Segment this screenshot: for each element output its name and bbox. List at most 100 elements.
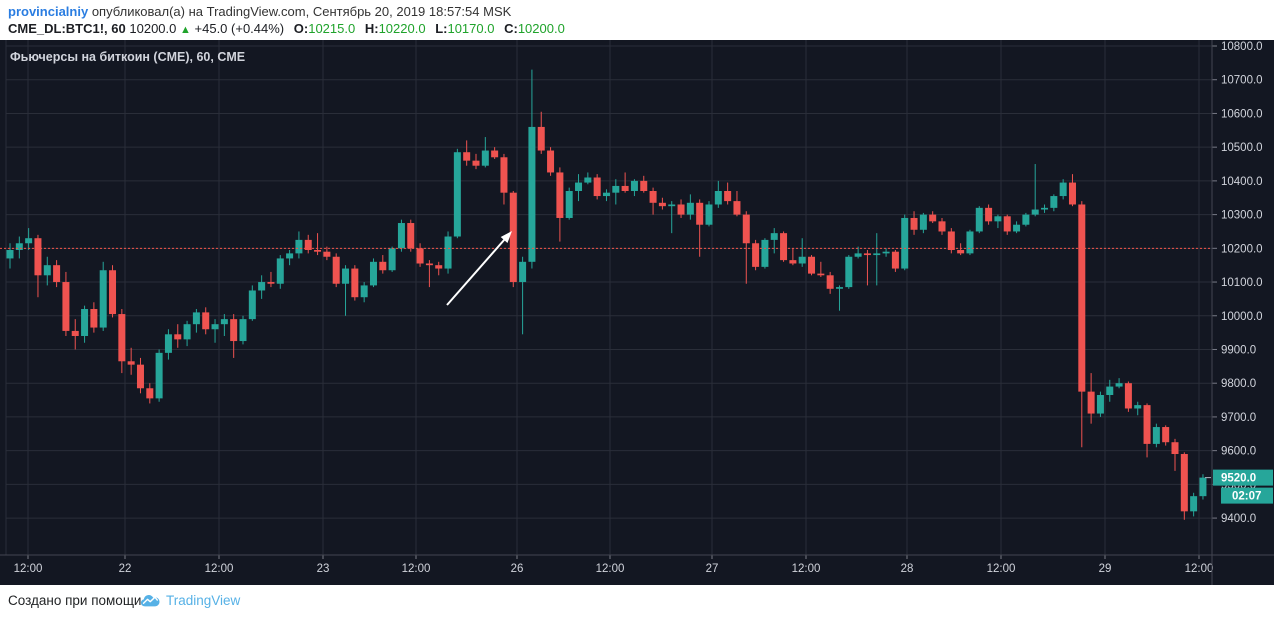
candle-body <box>1180 454 1188 512</box>
arrow-annotation-head <box>500 231 512 243</box>
candle-body <box>565 190 573 218</box>
arrow-annotation-line <box>446 237 507 306</box>
candle-body <box>109 270 117 315</box>
candle-body <box>705 204 713 225</box>
candle-body <box>286 253 294 259</box>
high-label: H: <box>364 21 379 36</box>
tradingview-brand-link[interactable]: TradingView <box>166 593 241 608</box>
candle-body <box>1190 496 1198 512</box>
candle-body <box>53 265 61 283</box>
price-axis-label: 9600.0 <box>1221 446 1256 458</box>
candle-body <box>295 239 303 254</box>
candle-body <box>994 216 1002 222</box>
last-price-value: 10200.0 <box>129 21 177 36</box>
candle-body <box>1022 214 1030 225</box>
candle-body <box>258 282 266 291</box>
created-with-text: Создано при помощи <box>8 593 142 608</box>
candle-body <box>1096 395 1104 414</box>
price-axis-label: 10600.0 <box>1221 108 1263 120</box>
candle-body <box>602 192 610 197</box>
candle-body <box>658 202 666 207</box>
low-value: 10170.0 <box>447 21 495 36</box>
published-text: опубликовал(а) на TradingView.com, Сентя… <box>91 4 512 19</box>
candle-body <box>360 285 368 298</box>
candle-body <box>1068 182 1076 205</box>
candle-body <box>742 214 750 244</box>
countdown-badge <box>1221 487 1273 504</box>
candle-body <box>882 251 890 254</box>
candle-body <box>1152 427 1160 444</box>
candle-body <box>640 180 648 191</box>
candle-body <box>43 265 51 276</box>
candle-body <box>155 352 163 399</box>
price-axis-label: 9400.0 <box>1221 513 1256 525</box>
candle-body <box>15 243 23 251</box>
time-axis-label: 22 <box>119 563 132 575</box>
candlestick-chart[interactable]: 10800.0 10700.0 10600.0 10500.0 10400.0 10300… <box>0 40 1274 585</box>
time-axis-label: 28 <box>901 563 914 575</box>
username-link[interactable]: provincialniy <box>8 4 89 19</box>
price-axis-label: 9700.0 <box>1221 412 1256 424</box>
candle-body <box>985 207 993 222</box>
candle-body <box>220 319 228 325</box>
candle-body <box>34 238 42 276</box>
price-axis-label: 10500.0 <box>1221 142 1263 154</box>
candle-body <box>780 233 788 261</box>
candle-body <box>481 150 489 166</box>
candle-body <box>947 231 955 251</box>
last-price-badge <box>1213 469 1273 486</box>
candle-body <box>957 250 965 254</box>
candle-body <box>1124 383 1132 409</box>
time-axis-label: 12:00 <box>14 563 43 575</box>
candle-body <box>863 253 871 256</box>
time-axis-label: 12:00 <box>987 563 1016 575</box>
high-value: 10220.0 <box>378 21 426 36</box>
candle-body <box>1041 207 1049 210</box>
candle-body <box>724 190 732 202</box>
candle-body <box>1078 204 1086 392</box>
candle-body <box>519 261 527 283</box>
candle-body <box>118 314 126 362</box>
candle-body <box>938 221 946 232</box>
candle-body <box>910 217 918 230</box>
candle-body <box>453 152 461 237</box>
candle-body <box>789 260 797 264</box>
candle-body <box>556 172 564 218</box>
candle-body <box>1013 224 1021 232</box>
candle-body <box>1050 196 1058 208</box>
candle-body <box>71 330 79 336</box>
candle-body <box>929 214 937 222</box>
candle-body <box>425 263 433 266</box>
candle-body <box>630 180 638 191</box>
candle-body <box>686 202 694 215</box>
candle-body <box>62 282 70 331</box>
candle-body <box>407 223 415 249</box>
time-axis-label: 26 <box>511 563 524 575</box>
price-axis-label: 9900.0 <box>1221 344 1256 356</box>
candle-body <box>584 177 592 183</box>
price-axis-label: 10200.0 <box>1221 243 1263 255</box>
candle-body <box>6 250 14 259</box>
candle-body <box>761 239 769 267</box>
candle-body <box>975 207 983 232</box>
close-label: C: <box>504 21 518 36</box>
candle-body <box>752 243 760 267</box>
candle-body <box>230 319 238 342</box>
candle-body <box>919 214 927 230</box>
candle-body <box>808 256 816 274</box>
price-axis-label: 10700.0 <box>1221 75 1263 87</box>
tradingview-logo-icon[interactable] <box>140 592 162 609</box>
candle-body <box>891 251 899 269</box>
price-axis-label: 10300.0 <box>1221 210 1263 222</box>
change-text: +45.0 (+0.44%) <box>194 21 285 36</box>
footer-bar: Создано при помощи TradingView <box>0 585 1274 618</box>
candle-body <box>500 157 508 193</box>
candle-body <box>835 287 843 289</box>
candle-body <box>81 309 89 336</box>
candle-body <box>1134 405 1142 409</box>
candle-body <box>388 248 396 271</box>
close-value: 10200.0 <box>517 21 565 36</box>
price-axis-label: 10000.0 <box>1221 311 1263 323</box>
header-bar: provincialniy опубликовал(а) на TradingV… <box>0 0 1274 40</box>
candle-body <box>146 388 154 399</box>
